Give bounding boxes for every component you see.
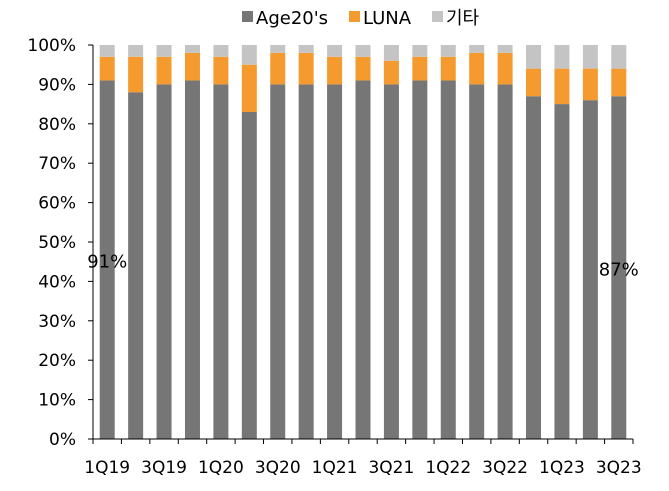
legend-swatch [432, 11, 443, 22]
bar-segment-other [213, 45, 229, 57]
bar-segment-luna [526, 68, 542, 97]
bar-segment-other [128, 45, 144, 57]
bar-segment-age20s [298, 84, 314, 440]
legend-label: Age20's [256, 8, 328, 29]
data-label: 91% [87, 252, 127, 273]
bar-segment-age20s [270, 84, 286, 440]
x-tick-label: 1Q22 [425, 458, 471, 478]
bar-segment-luna [440, 56, 456, 81]
y-tick-label: 50% [38, 233, 76, 253]
bar-segment-age20s [213, 84, 229, 440]
bar-segment-age20s [554, 104, 570, 439]
y-tick-label: 70% [38, 154, 76, 174]
bar-segment-other [270, 45, 286, 53]
bar-segment-age20s [156, 84, 172, 440]
y-tick-label: 80% [38, 115, 76, 135]
bar-segment-luna [469, 52, 485, 85]
y-axis: 0% 10% 20% 30% 40% 50% 60% 70% 80% 90% 100% [27, 36, 94, 450]
legend: Age20's LUNA 기타 [242, 8, 480, 29]
x-tick-label: 3Q20 [255, 458, 301, 478]
bar-segment-luna [355, 56, 371, 81]
bar-segment-age20s [128, 92, 144, 439]
bar-segment-luna [554, 68, 570, 105]
bar-segment-other [241, 45, 257, 65]
bar-segment-age20s [327, 84, 343, 440]
x-tick-label: 1Q21 [312, 458, 358, 478]
bar-segment-other [355, 45, 371, 57]
bar-segment-other [99, 45, 115, 57]
bar-segment-age20s [582, 100, 598, 439]
x-tick-label: 3Q23 [596, 458, 642, 478]
y-tick-label: 90% [38, 75, 76, 95]
bar-segment-luna [611, 68, 627, 97]
bar-segment-other [440, 45, 456, 57]
bar-segment-other [383, 45, 399, 61]
bar-segment-other [327, 45, 343, 57]
bar-segment-other [412, 45, 428, 57]
y-tick-label: 0% [49, 430, 76, 450]
bar-segment-other [497, 45, 513, 53]
bar-segment-luna [327, 56, 343, 85]
x-tick-label: 3Q21 [368, 458, 414, 478]
x-tick-label: 3Q19 [141, 458, 187, 478]
bar-segment-other [526, 45, 542, 69]
bar-segment-age20s [440, 80, 456, 440]
bar-segment-other [469, 45, 485, 53]
bar-segment-other [582, 45, 598, 69]
bar-segment-luna [383, 60, 399, 85]
bar-segment-luna [298, 52, 314, 85]
bar-segment-age20s [412, 80, 428, 440]
bar-segment-age20s [611, 96, 627, 439]
bar-segment-age20s [497, 84, 513, 440]
y-tick-label: 100% [27, 36, 76, 56]
x-tick-label: 1Q20 [198, 458, 244, 478]
bar-segment-age20s [383, 84, 399, 440]
bars [99, 45, 627, 440]
legend-label: 기타 [446, 8, 480, 29]
x-tick-label: 1Q19 [84, 458, 130, 478]
bar-segment-luna [412, 56, 428, 81]
bar-segment-other [298, 45, 314, 53]
x-tick-label: 1Q23 [539, 458, 585, 478]
bar-segment-luna [213, 56, 229, 85]
y-tick-label: 60% [38, 194, 76, 214]
bar-segment-luna [99, 56, 115, 81]
bar-segment-luna [241, 64, 257, 112]
bar-segment-age20s [469, 84, 485, 440]
x-tick-label: 3Q22 [482, 458, 528, 478]
annotations: 91% 87% [87, 252, 639, 281]
bar-segment-other [554, 45, 570, 69]
bar-segment-luna [497, 52, 513, 85]
y-tick-label: 40% [38, 272, 76, 292]
y-tick-label: 30% [38, 312, 76, 332]
bar-segment-luna [582, 68, 598, 101]
bar-segment-other [184, 45, 200, 53]
bar-segment-age20s [355, 80, 371, 440]
bar-segment-luna [128, 56, 144, 93]
y-tick-label: 10% [38, 391, 76, 411]
bar-segment-age20s [526, 96, 542, 439]
legend-label: LUNA [363, 8, 412, 29]
bar-segment-other [156, 45, 172, 57]
bar-segment-luna [156, 56, 172, 85]
bar-segment-age20s [99, 80, 115, 440]
data-label: 87% [599, 260, 639, 281]
bar-segment-luna [184, 52, 200, 81]
legend-swatch [349, 11, 360, 22]
bar-segment-age20s [241, 111, 257, 439]
bar-segment-luna [270, 52, 286, 85]
bar-segment-other [611, 45, 627, 69]
bar-segment-age20s [184, 80, 200, 440]
legend-swatch [242, 11, 253, 22]
y-tick-label: 20% [38, 351, 76, 371]
x-axis: 1Q19 3Q19 1Q20 3Q20 1Q21 3Q21 1Q22 3Q22 1Q23 3Q23 [84, 438, 642, 478]
